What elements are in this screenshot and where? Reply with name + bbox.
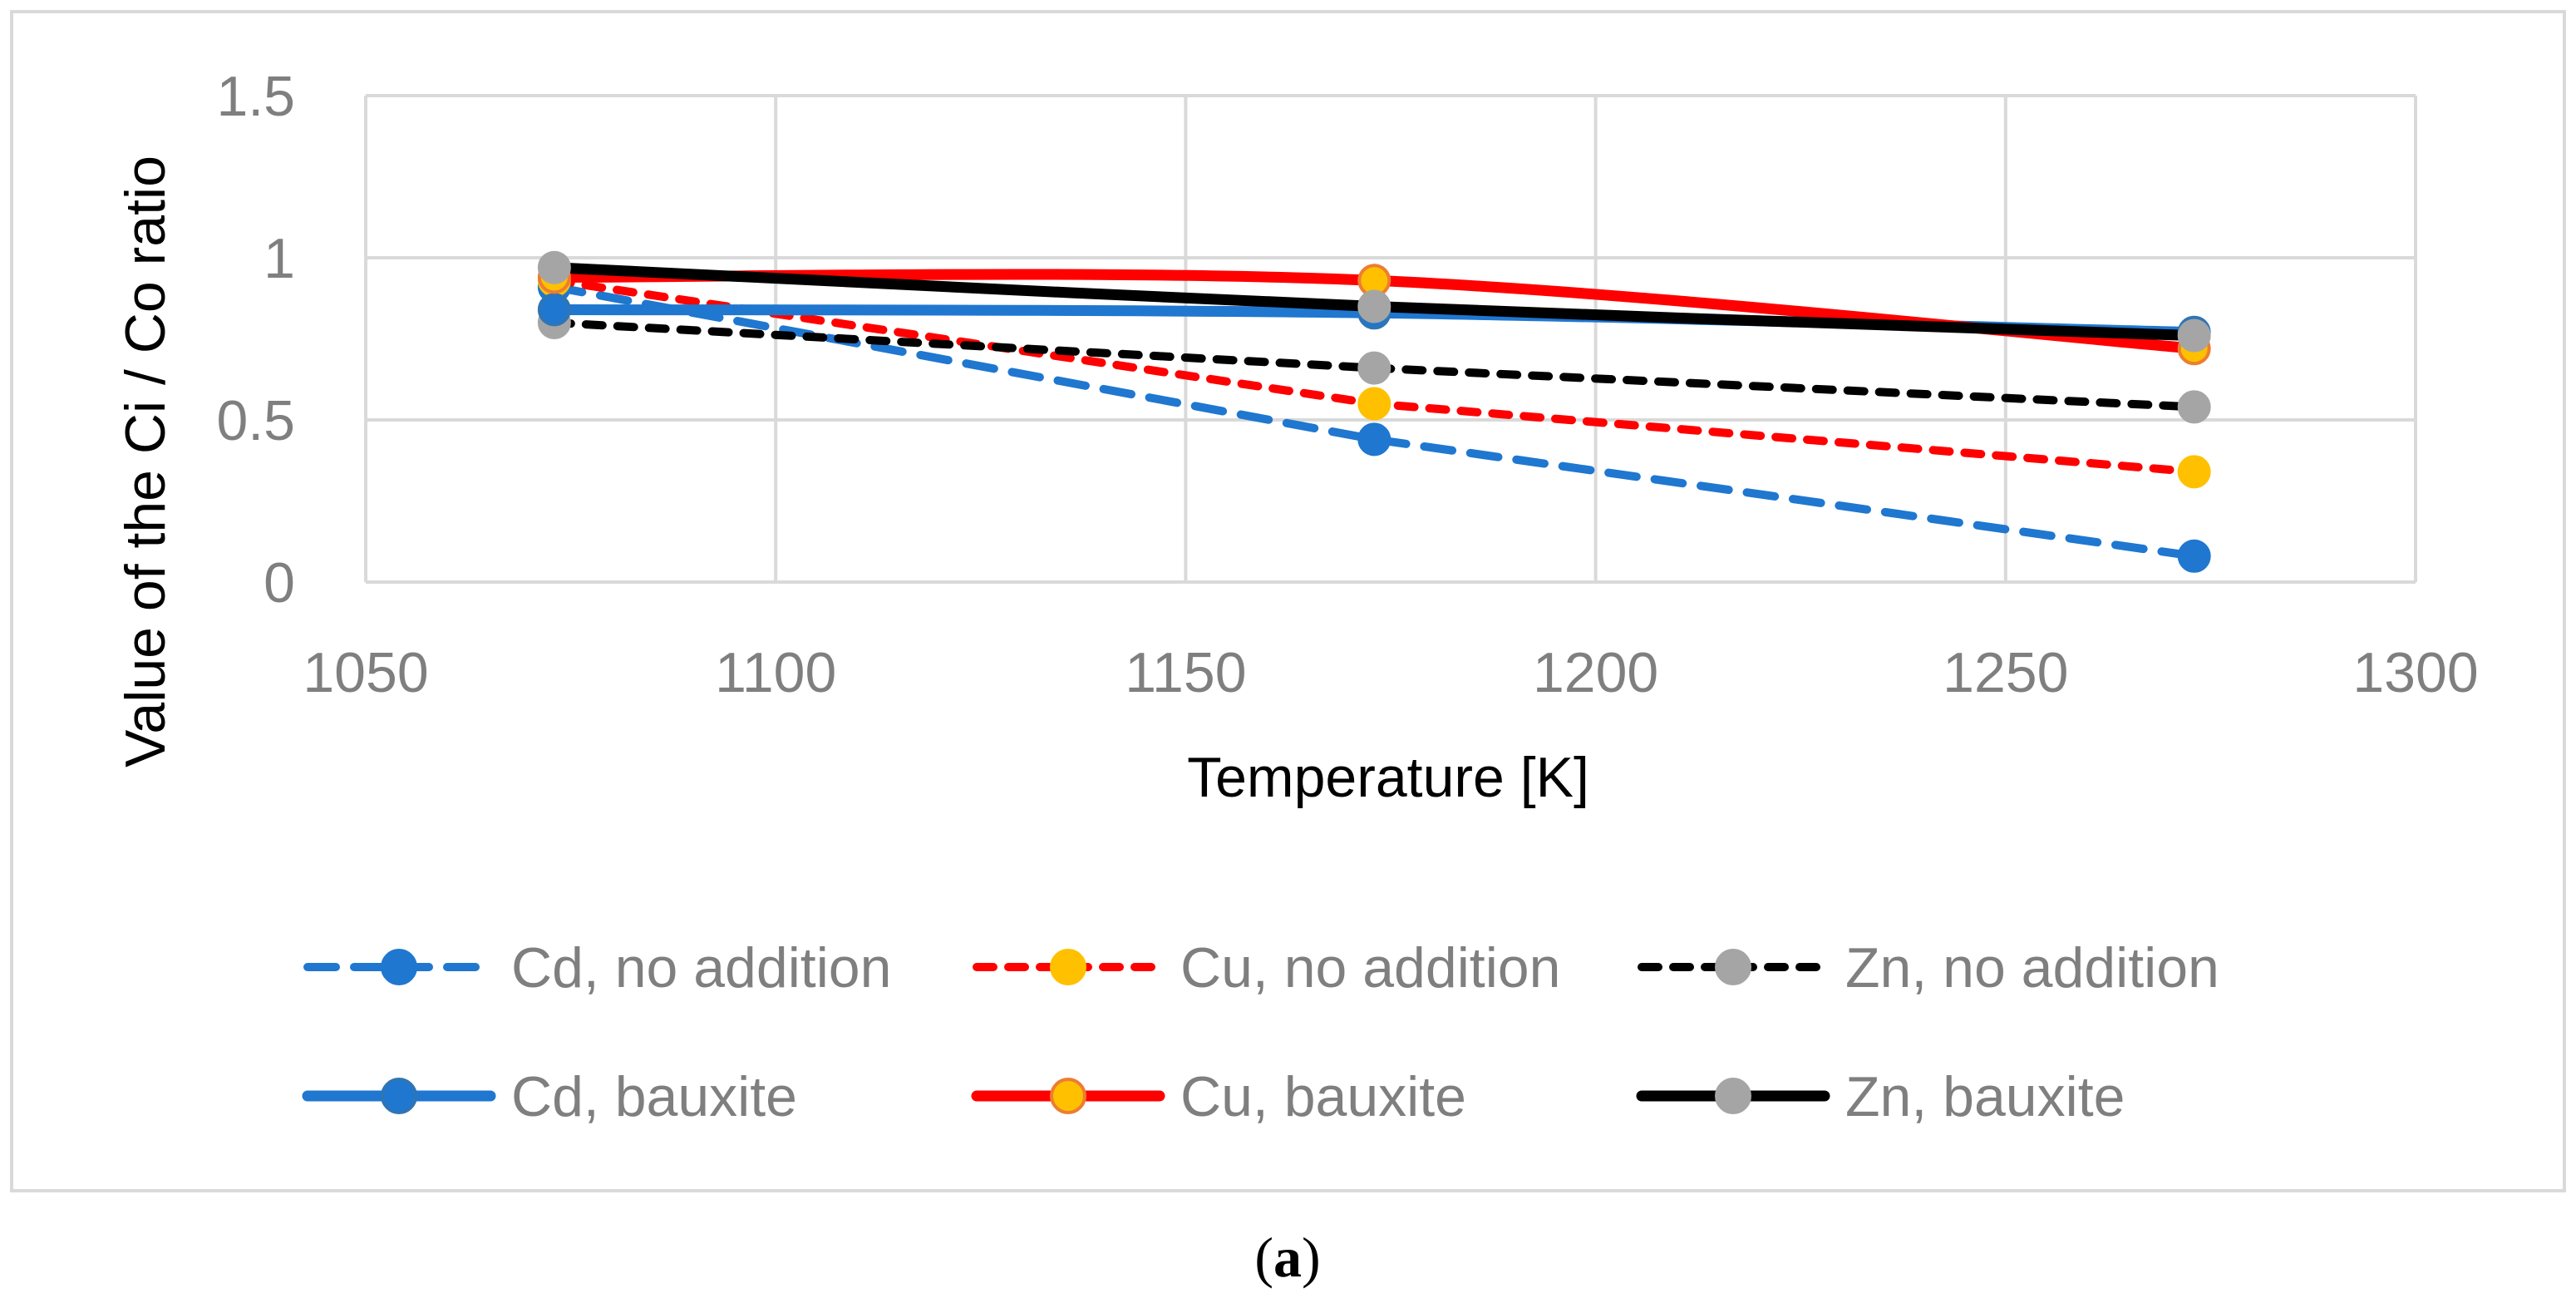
legend-marker — [1715, 949, 1751, 985]
x-tick-label: 1200 — [1533, 641, 1658, 704]
legend-marker — [381, 949, 417, 985]
y-tick-label: 1 — [264, 227, 295, 290]
legend-label: Zn, no addition — [1845, 936, 2219, 999]
x-axis-title: Temperature [K] — [1187, 746, 1589, 809]
x-tick-label: 1250 — [1943, 641, 2068, 704]
data-point — [2177, 539, 2211, 573]
chart-frame — [10, 10, 2566, 1192]
y-tick-label: 1.5 — [216, 65, 295, 128]
data-point — [537, 250, 571, 284]
gridlines — [366, 94, 2417, 582]
x-tick-label: 1050 — [303, 641, 428, 704]
legend-label: Cd, bauxite — [511, 1065, 797, 1128]
x-tick-label: 1150 — [1125, 641, 1246, 704]
figure-caption: (a) — [1254, 1226, 1320, 1289]
data-point — [2177, 318, 2211, 353]
data-point — [1357, 422, 1391, 457]
legend-marker — [1050, 949, 1086, 985]
caption-open-paren: ( — [1254, 1226, 1273, 1289]
legend-label: Cu, no addition — [1180, 936, 1560, 999]
legend-marker — [381, 1078, 417, 1114]
legend-label: Zn, bauxite — [1845, 1065, 2125, 1128]
data-point — [537, 293, 571, 327]
legend-label: Cd, no addition — [511, 936, 891, 999]
axes — [364, 96, 2416, 584]
y-tick-label: 0.5 — [216, 389, 295, 452]
data-point — [2177, 390, 2211, 424]
data-point — [2177, 455, 2211, 489]
x-tick-label: 1100 — [715, 641, 836, 704]
y-axis-title: Value of the Ci / Co ratio — [114, 155, 177, 767]
legend-label: Cu, bauxite — [1180, 1065, 1466, 1128]
caption-letter: a — [1273, 1226, 1302, 1289]
legend: Cd, no addition Cu, no addition Zn, no add… — [302, 936, 2219, 1128]
data-point — [1357, 351, 1391, 385]
tick-labels: 1050 1100 1150 1200 1250 1300 0 0.5 1 1.5 — [216, 65, 2478, 704]
legend-marker — [1050, 1078, 1086, 1114]
data-point — [1357, 387, 1391, 421]
data-point — [1357, 289, 1391, 323]
markers-group — [537, 250, 2211, 573]
legend-marker — [1715, 1078, 1751, 1114]
caption-close-paren: ) — [1302, 1226, 1321, 1289]
y-tick-label: 0 — [264, 551, 295, 614]
x-tick-label: 1300 — [2352, 641, 2478, 704]
